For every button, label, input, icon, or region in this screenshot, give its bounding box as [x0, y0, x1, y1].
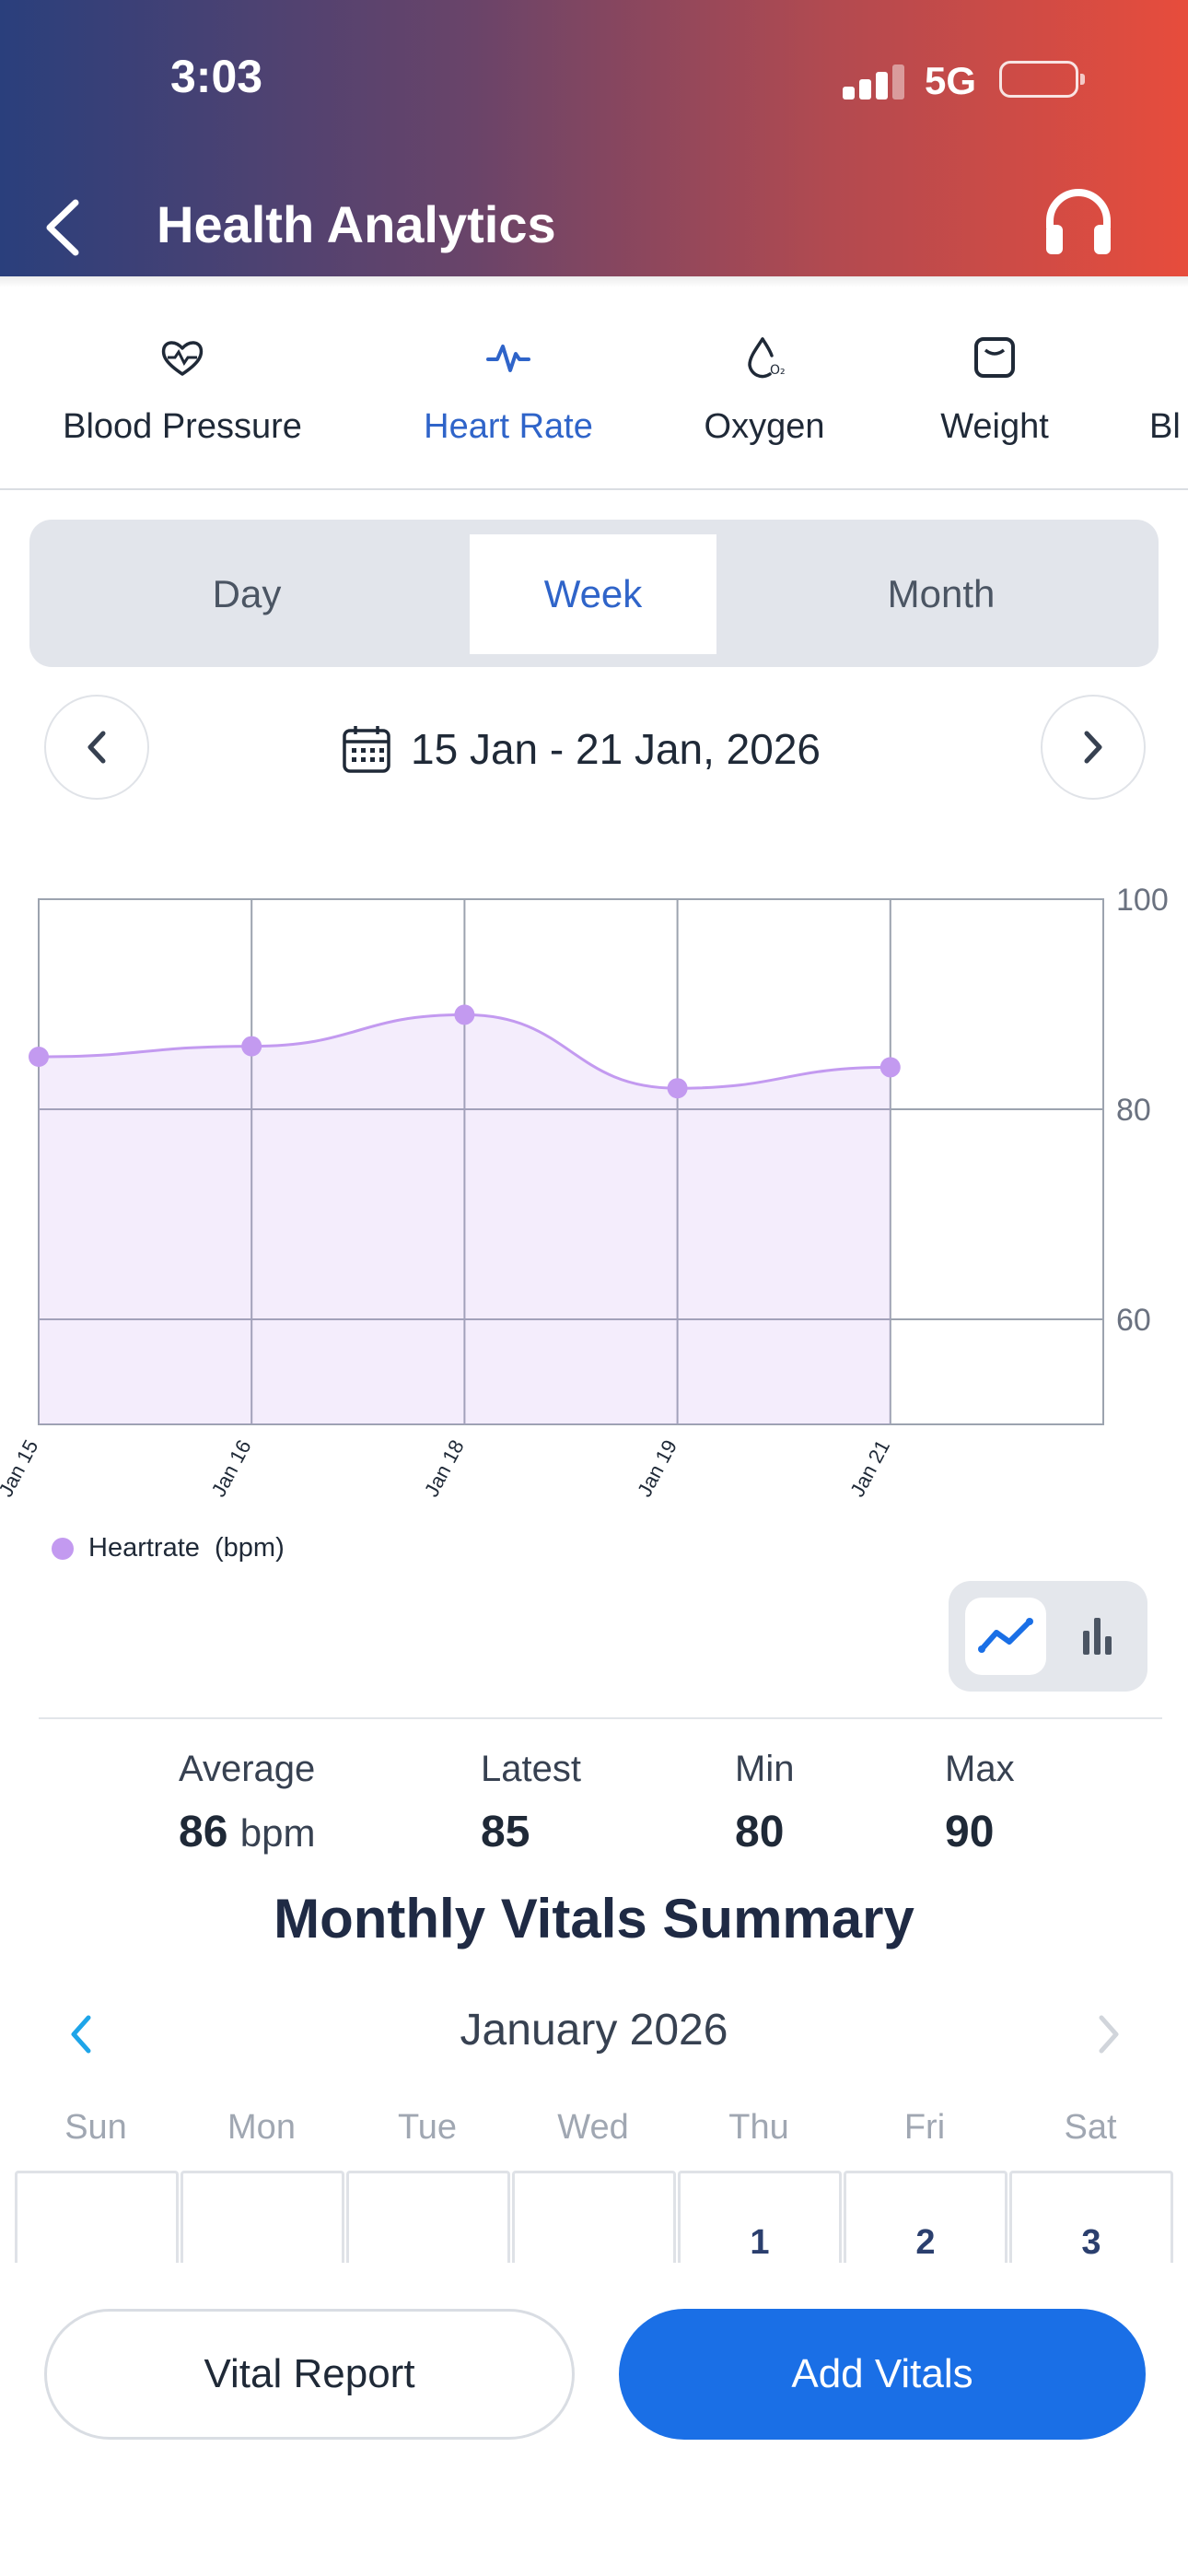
- back-arrow-icon[interactable]: [37, 195, 92, 260]
- pulse-icon: [486, 345, 530, 372]
- date-range: 15 Jan - 21 Jan, 2026: [341, 717, 821, 781]
- month-navigator: January 2026: [0, 1997, 1188, 2071]
- app-header: 3:03 5G Health Analytics: [0, 0, 1188, 276]
- weekday-label: Fri: [903, 2108, 946, 2147]
- calendar-day-number: 2: [915, 2223, 936, 2262]
- line-chart-icon: [978, 1618, 1033, 1653]
- weekday-label: Tue: [397, 2108, 458, 2147]
- divider: [39, 1717, 1162, 1719]
- cellular-signal-icon: [843, 64, 905, 100]
- period-day[interactable]: Day: [212, 572, 282, 615]
- x-tick-label: Jan 21: [845, 1436, 894, 1501]
- calendar-day-cell: [346, 2171, 510, 2263]
- chart-type-toggle: [949, 1581, 1147, 1692]
- series-area: [39, 1014, 891, 1424]
- bar-chart-icon[interactable]: [1063, 1598, 1133, 1675]
- month-label: January 2026: [460, 2006, 728, 2055]
- tab-label: Oxygen: [704, 407, 825, 446]
- prev-month-chevron-icon[interactable]: [59, 2007, 105, 2062]
- x-tick-label: Jan 15: [0, 1436, 42, 1501]
- header-shadow: [0, 276, 1188, 287]
- period-selector: Day Week Month: [29, 520, 1159, 667]
- y-tick-label: 100: [1116, 883, 1169, 918]
- weekday-label: Wed: [557, 2108, 629, 2147]
- scale-icon: [974, 337, 1015, 378]
- next-week-button[interactable]: [1041, 695, 1146, 800]
- tab-blood-pressure[interactable]: Blood Pressure: [44, 332, 320, 447]
- plot-frame: [38, 898, 1104, 1425]
- calendar-day-cell[interactable]: 2: [844, 2171, 1007, 2263]
- weekday-label: Sun: [64, 2108, 127, 2147]
- legend-label: Heartrate (bpm): [88, 1533, 285, 1563]
- calendar-day-cell: [15, 2171, 179, 2263]
- calendar-icon: [343, 726, 390, 773]
- battery-icon: [999, 61, 1085, 98]
- status-time: 3:03: [170, 51, 263, 102]
- calendar-day-cell: [181, 2171, 344, 2263]
- calendar-day-cell[interactable]: 1: [678, 2171, 842, 2263]
- stat-label: Max: [945, 1749, 1015, 1789]
- stat-max: Max 90: [945, 1749, 1015, 1857]
- network-type: 5G: [925, 59, 977, 102]
- weekday-label: Thu: [728, 2108, 789, 2147]
- legend-dot: [52, 1537, 74, 1560]
- stat-value: 85: [481, 1808, 530, 1856]
- line-chart-toggle[interactable]: [965, 1598, 1046, 1675]
- calendar-day-cell[interactable]: 3: [1009, 2171, 1173, 2263]
- heart-pulse-icon: [161, 341, 204, 376]
- tab-label: Bl: [1149, 407, 1181, 446]
- tab-label: Weight: [940, 407, 1049, 446]
- data-point: [29, 1047, 49, 1067]
- tab-overflow[interactable]: Bl: [1149, 332, 1188, 447]
- summary-title: Monthly Vitals Summary: [274, 1888, 914, 1950]
- next-month-chevron-icon[interactable]: [1085, 2007, 1131, 2062]
- period-month[interactable]: Month: [887, 572, 996, 615]
- stat-value: 86: [179, 1808, 228, 1856]
- chevron-right-icon: [1084, 731, 1102, 764]
- x-tick-label: Jan 16: [207, 1436, 256, 1501]
- heart-rate-chart: 100 80 60 Jan 15 Jan 16 Jan 18 Jan 19 Jan 21: [0, 883, 1169, 1501]
- chevron-left-icon: [87, 731, 106, 764]
- weekday-label: Mon: [227, 2108, 296, 2147]
- stat-label: Latest: [481, 1749, 581, 1789]
- calendar-day-cell: [512, 2171, 676, 2263]
- data-point: [879, 1057, 901, 1078]
- y-tick-label: 60: [1116, 1303, 1151, 1338]
- data-point: [241, 1036, 262, 1057]
- prev-week-button[interactable]: [44, 695, 149, 800]
- add-vitals-button[interactable]: Add Vitals: [619, 2309, 1146, 2440]
- data-point: [454, 1004, 475, 1025]
- chart-legend: Heartrate (bpm): [52, 1533, 285, 1563]
- date-range-label: 15 Jan - 21 Jan, 2026: [411, 725, 821, 773]
- tab-weight[interactable]: Weight: [917, 332, 1072, 447]
- x-tick-label: Jan 19: [633, 1436, 681, 1501]
- oxygen-drop-icon: O₂: [748, 337, 786, 379]
- calendar-day-number: 1: [750, 2223, 770, 2262]
- stat-min: Min 80: [735, 1749, 794, 1857]
- tab-label: Heart Rate: [424, 407, 593, 446]
- stat-label: Min: [735, 1749, 795, 1789]
- weekday-label: Sat: [1064, 2108, 1117, 2147]
- vital-tabs: Blood Pressure Heart Rate O₂ Oxygen Weig…: [0, 332, 1188, 490]
- stat-unit: bpm: [239, 1811, 316, 1855]
- page-title: Health Analytics: [157, 195, 556, 253]
- headset-icon[interactable]: [1041, 184, 1116, 260]
- tab-heart-rate[interactable]: Heart Rate: [405, 332, 611, 447]
- stat-label: Average: [179, 1749, 316, 1789]
- svg-text:O₂: O₂: [770, 363, 786, 378]
- stat-latest: Latest 85: [481, 1749, 581, 1857]
- tab-oxygen[interactable]: O₂ Oxygen: [681, 332, 847, 447]
- stat-value: 80: [735, 1808, 785, 1856]
- period-week[interactable]: Week: [470, 534, 716, 654]
- y-tick-label: 80: [1116, 1093, 1151, 1128]
- vital-report-button[interactable]: Vital Report: [44, 2309, 575, 2440]
- x-tick-label: Jan 18: [420, 1436, 469, 1501]
- calendar-day-number: 3: [1081, 2223, 1101, 2262]
- stat-average: Average 86 bpm: [179, 1749, 315, 1857]
- stat-value: 90: [945, 1808, 995, 1856]
- data-point: [667, 1078, 688, 1099]
- tab-label: Blood Pressure: [63, 407, 302, 446]
